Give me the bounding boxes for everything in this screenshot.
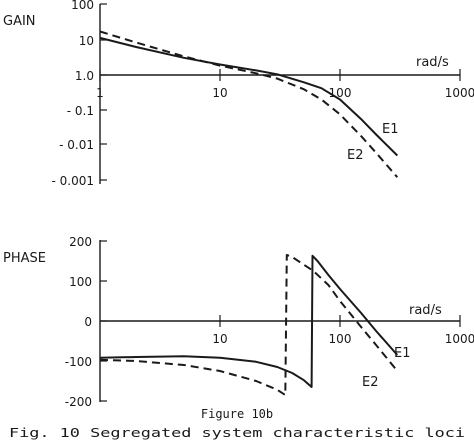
phase-x-tick-label-10: 10 <box>212 332 227 346</box>
phase-y-tick-label-minus200: -200 <box>65 395 92 409</box>
gain-y-tick-label-0.001: - 0.001 <box>52 174 95 188</box>
gain-series-e2-label: E2 <box>347 148 364 163</box>
gain-series-e1-line <box>99 36 399 157</box>
phase-series-e1-line <box>99 254 399 388</box>
phase-y-tick-label-0: 0 <box>84 315 92 329</box>
gain-x-tick-label-1: 1 <box>96 86 104 100</box>
phase-y-tick-label-200: 200 <box>69 235 92 249</box>
phase-series-e2-line <box>99 254 399 396</box>
phase-y-axis-title: PHASE <box>3 251 46 266</box>
phase-series-e2-label: E2 <box>362 375 379 390</box>
phase-plot: 200 100 0 -100 -200 10 100 1000 PHASE ra… <box>3 235 474 409</box>
gain-x-tick-label-100: 100 <box>329 86 352 100</box>
gain-x-tick-label-10: 10 <box>212 86 227 100</box>
phase-x-tick-label-100: 100 <box>329 332 352 346</box>
gain-y-tick-label-100: 100 <box>71 0 94 12</box>
phase-series-e1-label: E1 <box>394 346 411 361</box>
gain-plot: 100 10 1.0 - 0.1 - 0.01 - 0.001 1 10 100… <box>3 0 474 188</box>
figure-subtitle: Figure 10b <box>201 407 273 421</box>
gain-x-tick-label-1000: 1000 <box>445 86 474 100</box>
gain-y-axis-title: GAIN <box>3 14 36 29</box>
gain-y-tick-label-0.1: - 0.1 <box>67 104 94 118</box>
phase-y-tick-label-minus100: -100 <box>65 355 92 369</box>
gain-series-e2-line <box>99 30 399 178</box>
phase-y-tick-label-100: 100 <box>69 275 92 289</box>
figure-caption: Fig. 10 Segregated system characteristic… <box>9 426 465 440</box>
gain-y-tick-label-1: 1.0 <box>75 69 94 83</box>
phase-x-axis-title: rad/s <box>409 303 442 318</box>
gain-y-tick-label-0.01: - 0.01 <box>59 138 94 152</box>
gain-y-tick-label-10: 10 <box>79 34 94 48</box>
gain-x-axis-title: rad/s <box>416 55 449 70</box>
gain-series-e1-label: E1 <box>382 122 399 137</box>
phase-x-tick-label-1000: 1000 <box>445 332 474 346</box>
